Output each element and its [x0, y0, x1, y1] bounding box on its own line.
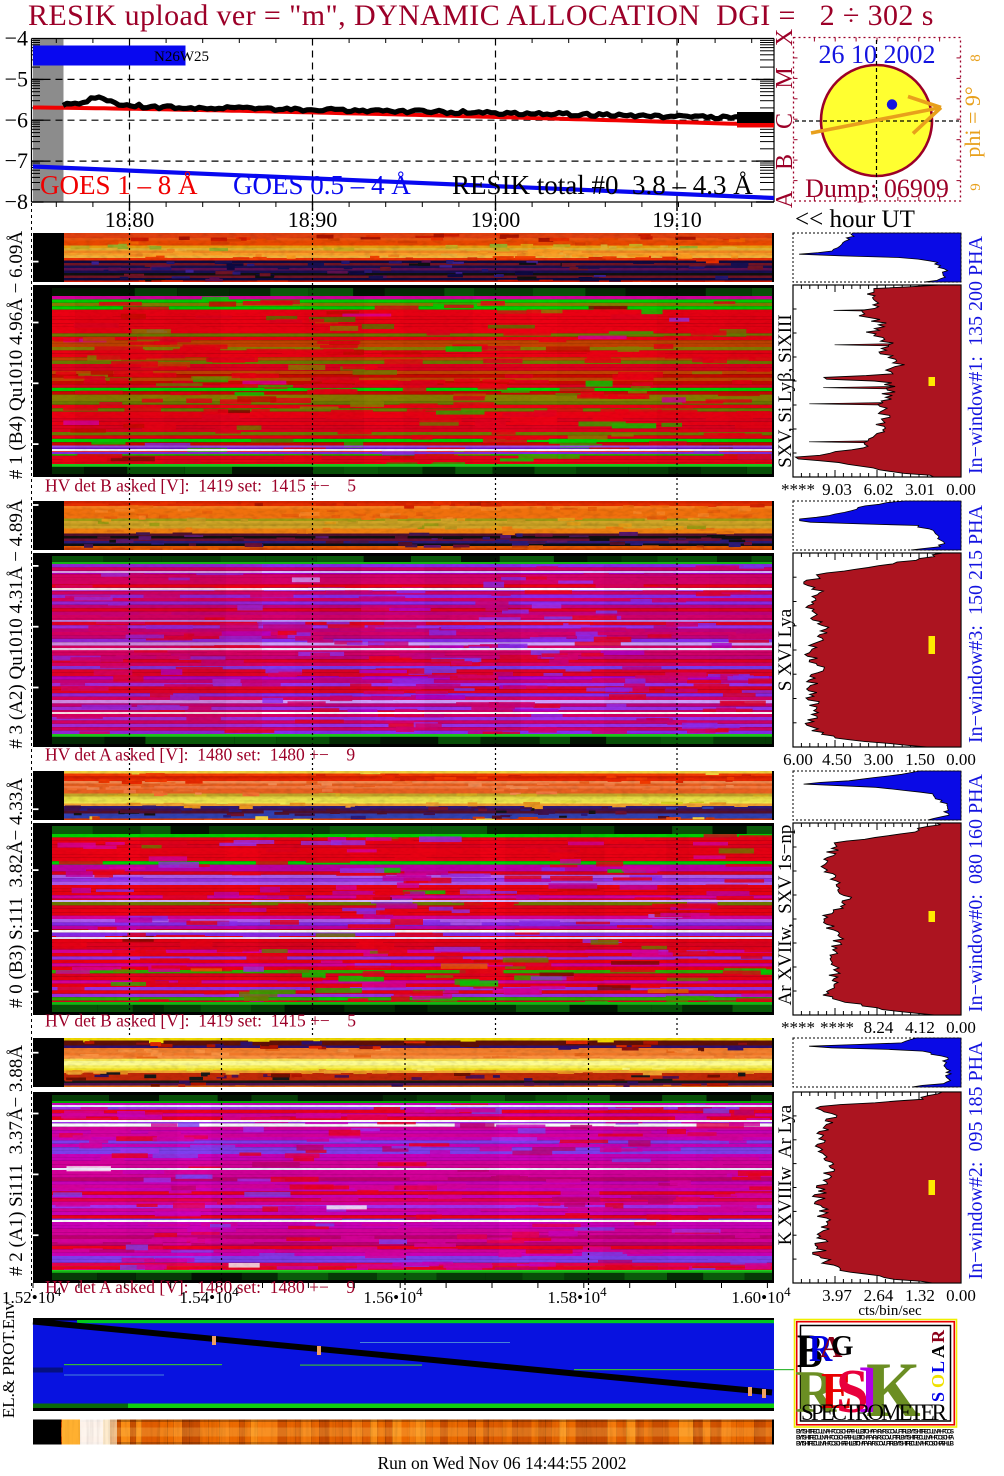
svg-text:S XVI Lya: S XVI Lya	[775, 608, 796, 691]
svg-text:−4: −4	[5, 26, 28, 51]
svg-text:−6: −6	[5, 107, 28, 132]
svg-text:GOES 1 – 8 Å: GOES 1 – 8 Å	[40, 170, 198, 200]
svg-text:B: B	[797, 1325, 823, 1378]
svg-text:BYTSHTRE CULNAHF COSCHFA FHLLB: BYTSHTRE CULNAHF COSCHFA FHLLBT CHAFYRY …	[796, 1430, 954, 1436]
svg-text:0.00: 0.00	[946, 480, 976, 499]
svg-text:M: M	[772, 67, 798, 88]
svg-text:A: A	[772, 190, 798, 208]
svg-text:Run on Wed Nov 06 14:44:55 200: Run on Wed Nov 06 14:44:55 2002	[377, 1453, 626, 1473]
svg-text:HV det B asked [V]: 1419 set:: HV det B asked [V]: 1419 set: 1415 +− 5	[45, 1011, 356, 1031]
svg-text:phi = 9°: phi = 9°	[960, 86, 985, 157]
svg-text:4.12: 4.12	[905, 1018, 935, 1037]
svg-text:3.01: 3.01	[905, 480, 935, 499]
svg-text:0.00: 0.00	[946, 1286, 976, 1305]
svg-text:2.64: 2.64	[864, 1286, 894, 1305]
svg-text:−7: −7	[5, 148, 28, 173]
svg-text:1.52•104: 1.52•104	[2, 1284, 62, 1307]
svg-text:O: O	[928, 1374, 948, 1388]
svg-text:8.24: 8.24	[864, 1018, 894, 1037]
svg-text:HV det B asked [V]: 1419 set:: HV det B asked [V]: 1419 set: 1415 +− 5	[45, 476, 356, 496]
svg-text:# 0 (B3) S:111 3.82Å− 4.33Å: # 0 (B3) S:111 3.82Å− 4.33Å	[6, 778, 27, 1008]
svg-text:8: 8	[968, 54, 984, 62]
svg-text:3.97: 3.97	[822, 1286, 852, 1305]
svg-text:EL.& PROT.Env: EL.& PROT.Env	[0, 1301, 18, 1418]
svg-text:6.00: 6.00	[783, 750, 813, 769]
svg-text:****: ****	[781, 480, 815, 499]
svg-text:Dump: 06909: Dump: 06909	[805, 174, 949, 203]
svg-text:BYTSHTRE CULNAHF COSCHFA FHLLB: BYTSHTRE CULNAHF COSCHFA FHLLBT CHAFYRY …	[796, 1442, 955, 1448]
svg-text:S: S	[928, 1392, 948, 1402]
svg-text:1.58•104: 1.58•104	[547, 1284, 607, 1307]
svg-text:# 2 (A1) Si111 3.37Å− 3.88Å: # 2 (A1) Si111 3.37Å− 3.88Å	[6, 1045, 27, 1276]
svg-text:A: A	[928, 1345, 948, 1358]
svg-text:In−window#1: 135 200 PHA: In−window#1: 135 200 PHA	[965, 235, 987, 474]
svg-text:X: X	[772, 29, 798, 46]
svg-text:****: ****	[820, 1018, 854, 1037]
svg-text:−8: −8	[5, 189, 28, 214]
svg-text:G: G	[831, 1330, 854, 1362]
svg-text:4.50: 4.50	[822, 750, 852, 769]
svg-text:# 1 (B4) Qu1010 4.96Å − 6.09Å: # 1 (B4) Qu1010 4.96Å − 6.09Å	[6, 231, 27, 479]
svg-text:1.50: 1.50	[905, 750, 935, 769]
svg-text:****: ****	[781, 1018, 815, 1037]
svg-text:0.00: 0.00	[946, 1018, 976, 1037]
svg-text:−5: −5	[5, 66, 28, 91]
svg-text:HV det A asked [V]: 1480 set:: HV det A asked [V]: 1480 set: 1480 +− 9	[45, 745, 355, 765]
svg-text:L: L	[928, 1361, 948, 1373]
svg-text:SPECTROMETER: SPECTROMETER	[801, 1400, 948, 1425]
svg-text:6.02: 6.02	[864, 480, 894, 499]
svg-text:1.32: 1.32	[905, 1286, 935, 1305]
svg-text:R: R	[795, 1359, 837, 1426]
svg-text:9.03: 9.03	[822, 480, 852, 499]
svg-text:C: C	[772, 113, 798, 129]
svg-text:HV det A asked [V]: 1480 set:: HV det A asked [V]: 1480 set: 1480 +− 9	[45, 1277, 355, 1297]
svg-text:# 3 (A2) Qu1010 4.31Å − 4.89Å: # 3 (A2) Qu1010 4.31Å − 4.89Å	[6, 499, 27, 749]
svg-text:A: A	[820, 1329, 843, 1364]
svg-text:S: S	[836, 1358, 869, 1427]
svg-text:1.60•104: 1.60•104	[731, 1284, 791, 1307]
svg-text:R: R	[928, 1329, 948, 1343]
svg-text:K XVIIIw Ar Lya: K XVIIIw Ar Lya	[775, 1104, 796, 1245]
svg-text:RESIK total #0 3.8 – 4.3 Å: RESIK total #0 3.8 – 4.3 Å	[452, 170, 753, 200]
svg-text:GOES 0.5 – 4 Å: GOES 0.5 – 4 Å	[233, 170, 411, 200]
svg-text:In−window#2: 095 185 PHA: In−window#2: 095 185 PHA	[965, 1041, 987, 1280]
svg-text:RESIK upload ver = "m", DYNAMI: RESIK upload ver = "m", DYNAMIC ALLOCATI…	[28, 0, 934, 32]
svg-text:cts/bin/sec: cts/bin/sec	[858, 1303, 922, 1319]
svg-text:K: K	[866, 1348, 921, 1434]
svg-text:3.00: 3.00	[864, 750, 894, 769]
svg-text:SXV, Si Lyβ, SiXIII: SXV, Si Lyβ, SiXIII	[775, 314, 796, 467]
svg-text:In−window#0: 080 160 PHA: In−window#0: 080 160 PHA	[965, 773, 987, 1012]
svg-text:B: B	[772, 154, 798, 170]
svg-text:BYTSHTRE CULNAHF COSCHFA FHLLB: BYTSHTRE CULNAHF COSCHFA FHLLBT CHAFYRY …	[796, 1436, 955, 1442]
svg-text:1.56•104: 1.56•104	[363, 1284, 423, 1307]
svg-text:<< hour UT: << hour UT	[795, 206, 915, 233]
svg-text:In−window#3: 150 215 PHA: In−window#3: 150 215 PHA	[965, 504, 987, 743]
svg-text:N26W25: N26W25	[154, 49, 209, 65]
svg-text:Ar XVIIw, SXV 1s−np: Ar XVIIw, SXV 1s−np	[775, 825, 796, 1006]
svg-text:9: 9	[968, 183, 984, 191]
svg-text:E: E	[821, 1362, 852, 1420]
svg-text:I: I	[858, 1351, 884, 1427]
svg-text:R: R	[809, 1328, 833, 1370]
svg-text:1.54•104: 1.54•104	[179, 1284, 239, 1307]
svg-text:0.00: 0.00	[946, 750, 976, 769]
